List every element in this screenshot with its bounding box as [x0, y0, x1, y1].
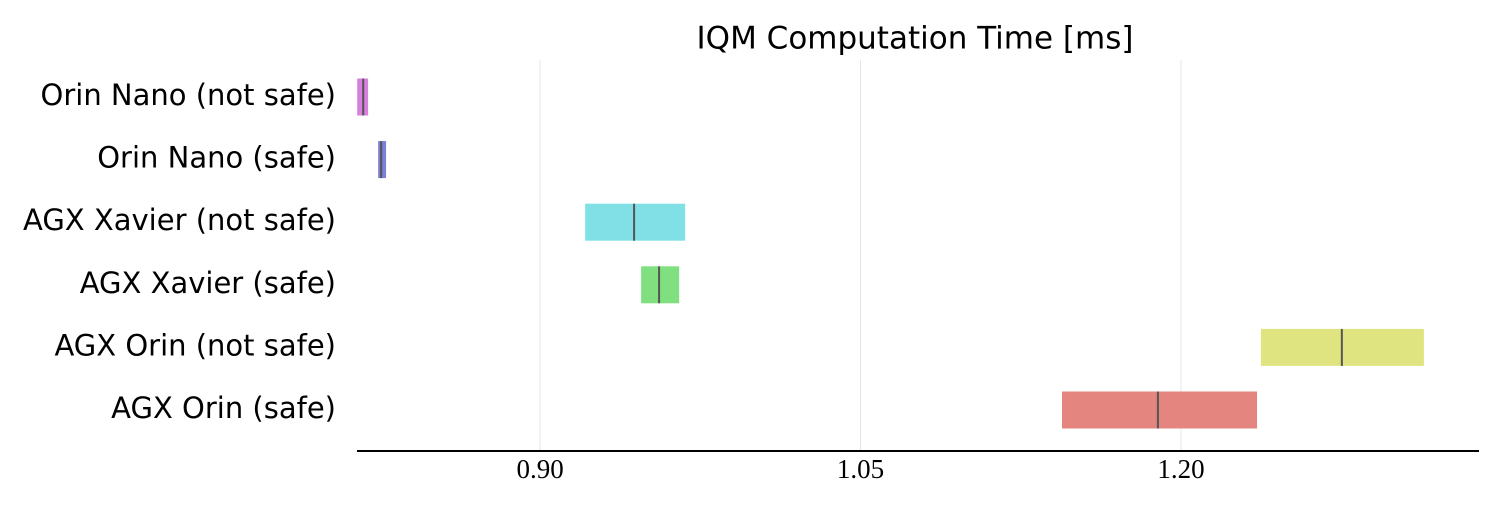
y-tick-label: AGX Orin (not safe) [54, 328, 336, 362]
x-tick-label: 0.90 [516, 454, 563, 484]
y-tick-label: AGX Xavier (not safe) [23, 203, 336, 237]
y-tick-label: Orin Nano (safe) [97, 141, 336, 175]
y-tick-label: Orin Nano (not safe) [41, 78, 336, 112]
interval-bar [585, 203, 686, 241]
x-tick-label: 1.20 [1157, 454, 1204, 484]
x-tick-label: 1.05 [837, 454, 884, 484]
interval-bar [641, 266, 680, 304]
y-tick-label: AGX Orin (safe) [111, 391, 336, 425]
chart-title: IQM Computation Time [ms] [697, 21, 1134, 57]
y-tick-label: AGX Xavier (safe) [80, 266, 336, 300]
interval-bar [1061, 391, 1258, 429]
